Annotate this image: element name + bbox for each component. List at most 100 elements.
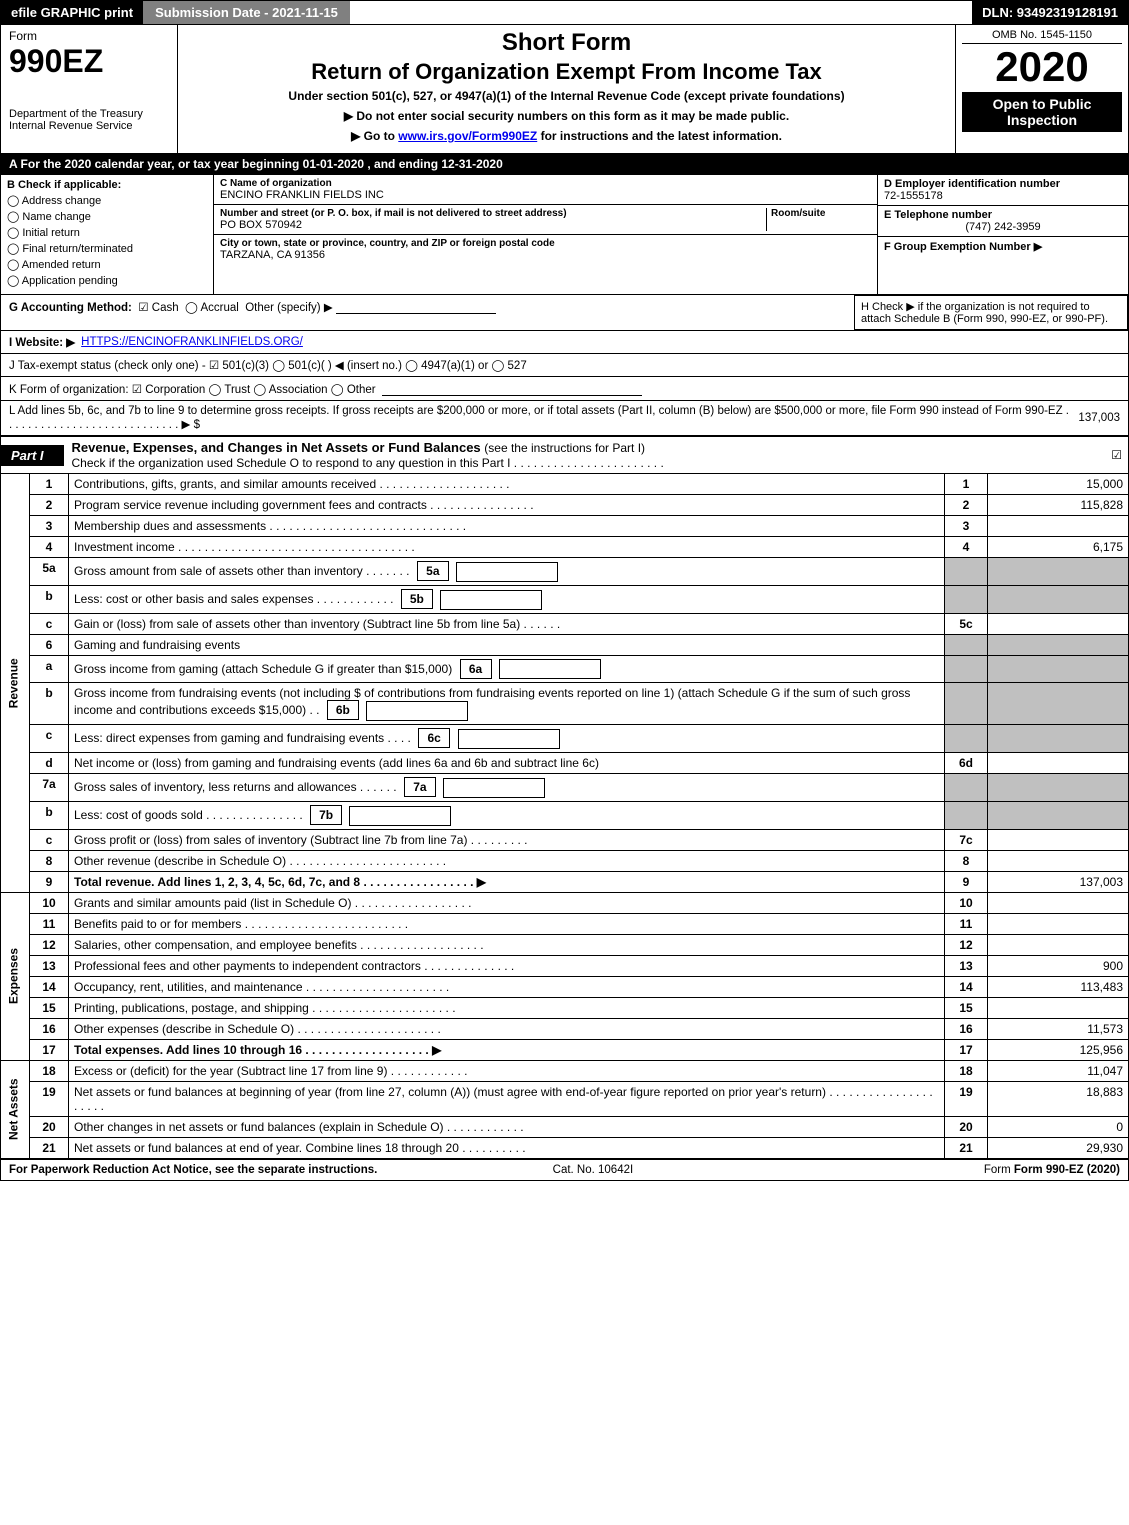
line-num: b xyxy=(30,585,69,613)
inline-amount-input[interactable] xyxy=(366,701,468,721)
line-desc: Benefits paid to or for members . . . . … xyxy=(69,913,945,934)
section-gh-row: G Accounting Method: ☑ Cash ◯ Accrual Ot… xyxy=(1,295,1128,331)
line-num: 7a xyxy=(30,774,69,802)
amount-value: 125,956 xyxy=(988,1039,1129,1060)
form-header: Form 990EZ Department of the Treasury In… xyxy=(1,25,1128,154)
amount-value xyxy=(988,892,1129,913)
amended-return-checkbox[interactable]: ◯ Amended return xyxy=(7,258,207,271)
line-desc-total: Total revenue. Add lines 1, 2, 3, 4, 5c,… xyxy=(69,871,945,892)
ref-num: 11 xyxy=(945,913,988,934)
table-row: d Net income or (loss) from gaming and f… xyxy=(1,753,1128,774)
line-desc: Gross profit or (loss) from sales of inv… xyxy=(69,829,945,850)
application-pending-checkbox[interactable]: ◯ Application pending xyxy=(7,274,207,287)
accounting-accrual[interactable]: Accrual xyxy=(200,302,238,314)
ein-value: 72-1555178 xyxy=(884,190,1122,202)
return-title: Return of Organization Exempt From Incom… xyxy=(186,59,947,85)
table-row: 9 Total revenue. Add lines 1, 2, 3, 4, 5… xyxy=(1,871,1128,892)
short-form-title: Short Form xyxy=(186,29,947,57)
amount-value xyxy=(988,850,1129,871)
inline-amount-input[interactable] xyxy=(443,778,545,798)
website-label: I Website: ▶ xyxy=(9,335,75,349)
part-1-instr: (see the instructions for Part I) xyxy=(484,441,645,455)
phone-label: E Telephone number xyxy=(884,209,1122,221)
line-num: 20 xyxy=(30,1116,69,1137)
table-row: 7a Gross sales of inventory, less return… xyxy=(1,774,1128,802)
table-row: Revenue 1 Contributions, gifts, grants, … xyxy=(1,474,1128,495)
inline-amount-input[interactable] xyxy=(456,562,558,582)
amount-value: 0 xyxy=(988,1116,1129,1137)
page-footer: For Paperwork Reduction Act Notice, see … xyxy=(1,1159,1128,1180)
table-row: b Gross income from fundraising events (… xyxy=(1,683,1128,725)
table-row: 4 Investment income . . . . . . . . . . … xyxy=(1,537,1128,558)
ref-num: 9 xyxy=(945,871,988,892)
line-desc: Other expenses (describe in Schedule O) … xyxy=(69,1018,945,1039)
inline-amount-input[interactable] xyxy=(499,659,601,679)
tax-period-row: A For the 2020 calendar year, or tax yea… xyxy=(1,154,1128,175)
ref-num: 3 xyxy=(945,516,988,537)
accounting-cash[interactable]: Cash xyxy=(152,302,179,314)
address-change-checkbox[interactable]: ◯ Address change xyxy=(7,194,207,207)
city-label: City or town, state or province, country… xyxy=(220,238,871,249)
form-label: Form xyxy=(9,29,169,43)
name-change-checkbox[interactable]: ◯ Name change xyxy=(7,210,207,223)
final-return-checkbox[interactable]: ◯ Final return/terminated xyxy=(7,242,207,255)
line-num: 4 xyxy=(30,537,69,558)
amount-value: 137,003 xyxy=(988,871,1129,892)
amount-value: 900 xyxy=(988,955,1129,976)
line-desc: Excess or (deficit) for the year (Subtra… xyxy=(69,1060,945,1081)
section-b-label: B Check if applicable: xyxy=(7,179,207,191)
line-desc: Salaries, other compensation, and employ… xyxy=(69,934,945,955)
amount-shaded xyxy=(988,801,1129,829)
amount-shaded xyxy=(988,585,1129,613)
org-name-value: ENCINO FRANKLIN FIELDS INC xyxy=(220,189,871,201)
inline-ref: 5b xyxy=(401,589,433,609)
form-footer-value: Form 990-EZ (2020) xyxy=(1014,1164,1120,1176)
initial-return-checkbox[interactable]: ◯ Initial return xyxy=(7,226,207,239)
line-num: 19 xyxy=(30,1081,69,1116)
table-row: 2 Program service revenue including gove… xyxy=(1,495,1128,516)
inline-ref: 6a xyxy=(460,659,492,679)
go-to-suffix: for instructions and the latest informat… xyxy=(537,129,782,143)
amount-shaded xyxy=(988,683,1129,725)
table-row: c Gross profit or (loss) from sales of i… xyxy=(1,829,1128,850)
amount-value: 113,483 xyxy=(988,976,1129,997)
inline-amount-input[interactable] xyxy=(440,590,542,610)
line-desc: Gain or (loss) from sale of assets other… xyxy=(69,613,945,634)
section-g-accounting: G Accounting Method: ☑ Cash ◯ Accrual Ot… xyxy=(1,295,854,330)
efile-print-button[interactable]: efile GRAPHIC print xyxy=(1,1,143,24)
ref-num: 6d xyxy=(945,753,988,774)
form-number: 990EZ xyxy=(9,43,169,80)
ref-num: 8 xyxy=(945,850,988,871)
efile-label: efile GRAPHIC print xyxy=(11,5,133,20)
inline-amount-input[interactable] xyxy=(349,806,451,826)
website-link[interactable]: HTTPS://ENCINOFRANKLINFIELDS.ORG/ xyxy=(81,336,303,348)
amount-value: 29,930 xyxy=(988,1137,1129,1158)
amount-shaded xyxy=(988,774,1129,802)
ref-num: 19 xyxy=(945,1081,988,1116)
part-1-title: Revenue, Expenses, and Changes in Net As… xyxy=(72,440,481,455)
table-row: 6 Gaming and fundraising events xyxy=(1,634,1128,655)
group-exemption-label: F Group Exemption Number ▶ xyxy=(884,241,1042,253)
under-section-text: Under section 501(c), 527, or 4947(a)(1)… xyxy=(186,89,947,103)
cat-number: Cat. No. 10642I xyxy=(553,1164,634,1176)
ref-num: 2 xyxy=(945,495,988,516)
amount-value: 15,000 xyxy=(988,474,1129,495)
open-inspection-box: Open to Public Inspection xyxy=(962,92,1122,132)
inline-amount-input[interactable] xyxy=(458,729,560,749)
org-form-other-input[interactable] xyxy=(382,381,642,396)
table-row: 3 Membership dues and assessments . . . … xyxy=(1,516,1128,537)
amount-shaded xyxy=(988,634,1129,655)
part-1-schedule-o-checkbox[interactable]: ☑ xyxy=(1111,448,1128,462)
ref-num: 17 xyxy=(945,1039,988,1060)
irs-link[interactable]: www.irs.gov/Form990EZ xyxy=(398,129,537,143)
room-label: Room/suite xyxy=(771,208,871,219)
line-num: 14 xyxy=(30,976,69,997)
ref-num-shaded xyxy=(945,725,988,753)
accounting-other[interactable]: Other (specify) ▶ xyxy=(245,302,332,314)
line-num: 16 xyxy=(30,1018,69,1039)
ref-num: 16 xyxy=(945,1018,988,1039)
instructions-line: ▶ Go to www.irs.gov/Form990EZ for instru… xyxy=(186,129,947,143)
accounting-other-input[interactable] xyxy=(336,299,496,314)
table-row: 21Net assets or fund balances at end of … xyxy=(1,1137,1128,1158)
ref-num: 14 xyxy=(945,976,988,997)
